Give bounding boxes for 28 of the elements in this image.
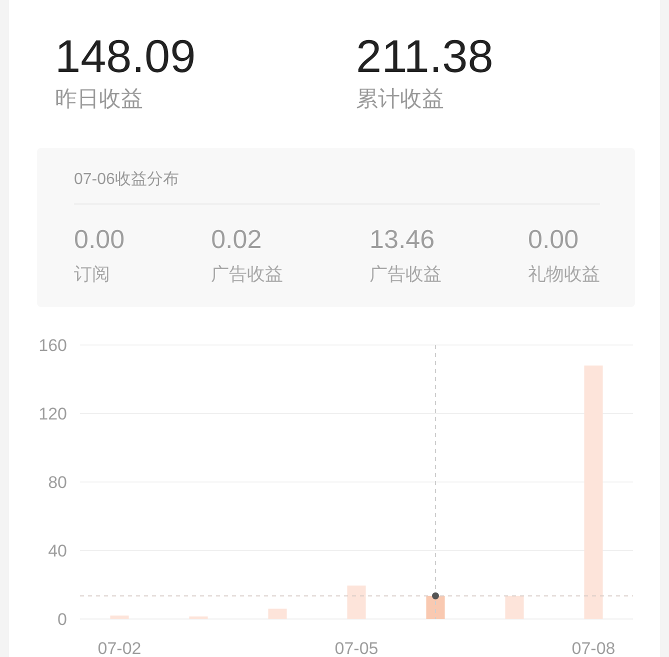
bar xyxy=(268,608,287,619)
bar xyxy=(584,366,603,619)
bar xyxy=(426,596,445,619)
y-tick-label: 80 xyxy=(48,473,67,492)
text: 累计收益 xyxy=(356,86,444,111)
bar xyxy=(505,596,524,619)
text: 211.38 xyxy=(356,30,494,82)
bar xyxy=(347,586,366,619)
x-tick-label: 07-08 xyxy=(572,639,616,657)
text: 0.00 xyxy=(74,224,125,254)
bar xyxy=(110,616,129,619)
y-tick-label: 0 xyxy=(58,610,67,629)
bar xyxy=(189,616,208,619)
text: 广告收益 xyxy=(211,264,284,284)
y-tick-label: 40 xyxy=(48,542,67,560)
text: 0.02 xyxy=(211,224,262,254)
text: 13.46 xyxy=(370,224,435,254)
text: 148.09 xyxy=(55,30,196,82)
text: 0.00 xyxy=(528,224,579,254)
x-tick-label: 07-05 xyxy=(334,639,378,657)
y-tick-label: 160 xyxy=(38,336,67,355)
x-tick-label: 07-02 xyxy=(98,639,142,657)
text: 07-06收益分布 xyxy=(74,170,179,188)
text: 昨日收益 xyxy=(55,86,143,111)
text: 订阅 xyxy=(74,264,110,284)
text: 广告收益 xyxy=(370,264,442,284)
text: 礼物收益 xyxy=(528,264,600,284)
y-tick-label: 120 xyxy=(38,404,67,424)
